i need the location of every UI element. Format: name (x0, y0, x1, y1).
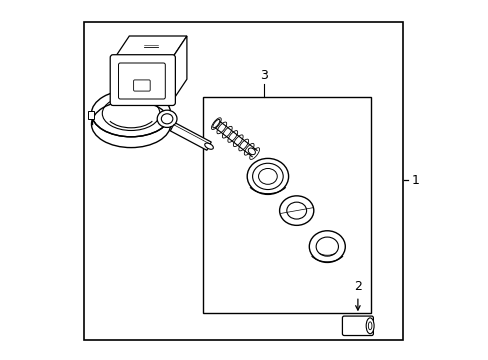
Polygon shape (172, 36, 186, 101)
FancyBboxPatch shape (110, 55, 175, 105)
Text: 2: 2 (353, 280, 361, 293)
Ellipse shape (366, 318, 373, 334)
Bar (203, 97, 370, 313)
Polygon shape (170, 123, 211, 150)
Ellipse shape (91, 101, 170, 148)
Bar (84, 22, 402, 340)
Bar (88, 111, 94, 119)
Ellipse shape (212, 120, 220, 128)
Polygon shape (115, 36, 186, 58)
Text: 3: 3 (260, 69, 268, 82)
Ellipse shape (204, 143, 213, 149)
Text: 1: 1 (411, 174, 419, 186)
Ellipse shape (248, 148, 255, 155)
Ellipse shape (157, 110, 177, 127)
